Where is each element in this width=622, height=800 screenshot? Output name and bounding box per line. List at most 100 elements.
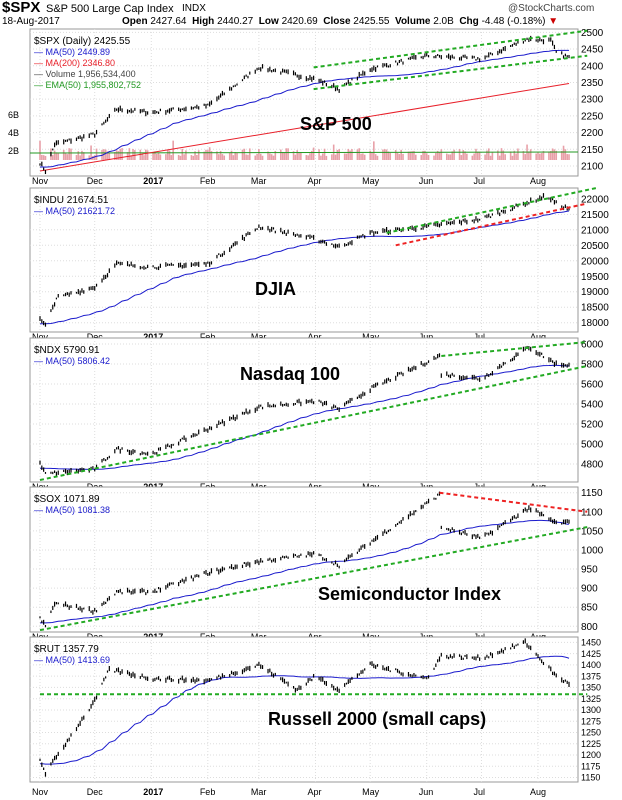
volume-bar — [192, 155, 195, 160]
y-tick-label: 2300 — [581, 95, 604, 106]
volume-bar — [373, 141, 375, 160]
x-tick-label: Aug — [530, 176, 546, 186]
volume-ema-line — [29, 151, 579, 154]
panel-title: Nasdaq 100 — [240, 364, 340, 384]
ma50-line — [39, 364, 570, 470]
volume-bar — [119, 148, 122, 160]
volume-bar — [400, 149, 402, 160]
y-tick-label: 18500 — [581, 303, 609, 314]
volume-bar — [248, 148, 251, 160]
panel-frame — [29, 187, 579, 333]
y-tick-label: 2150 — [581, 145, 604, 156]
volume-bar — [183, 154, 185, 160]
low-label: Low — [258, 16, 279, 27]
volume-bar — [424, 150, 426, 160]
legend-entry: — MA(50) 2449.89 — [34, 47, 110, 57]
index-name: S&P 500 Large Cap Index — [46, 3, 174, 15]
volume-bar — [347, 148, 350, 160]
volume-bar — [376, 155, 379, 160]
volume-bar — [486, 150, 488, 160]
x-tick-label: May — [362, 176, 380, 186]
volume-bar — [145, 149, 147, 160]
volume-bar — [159, 154, 162, 160]
volume-bar — [143, 155, 145, 160]
volume-bar — [113, 152, 116, 160]
volume-bar — [168, 150, 171, 160]
volume-bar — [497, 150, 499, 160]
volume-bar — [422, 150, 424, 160]
volume-bar — [243, 148, 246, 160]
volume-bar — [420, 155, 423, 160]
volume-bar — [385, 149, 388, 160]
volume-bar — [528, 151, 530, 160]
trendline-red — [439, 491, 588, 513]
y-tick-label: 21500 — [581, 210, 609, 221]
panel-frame — [29, 486, 579, 633]
volume-bar — [345, 153, 348, 160]
legend-entry: $INDU 21674.51 — [34, 195, 109, 206]
y-tick-label: 19000 — [581, 287, 609, 298]
volume-bar — [320, 155, 322, 160]
x-tick-label: Jul — [473, 332, 485, 342]
volume-bar — [106, 151, 109, 160]
volume-tick-label: 4B — [8, 128, 19, 138]
exchange: INDX — [182, 3, 206, 14]
volume-bar — [64, 152, 67, 160]
y-tick-label: 850 — [581, 603, 598, 614]
x-tick-label: Feb — [200, 787, 216, 797]
volume-bar — [247, 154, 249, 160]
y-tick-label: 1150 — [581, 488, 603, 499]
volume-bar — [41, 154, 43, 160]
volume-bar — [170, 155, 173, 160]
volume-bar — [449, 154, 452, 160]
x-tick-label: Mar — [251, 787, 267, 797]
volume-bar — [524, 154, 527, 160]
volume-bar — [70, 148, 72, 160]
brand-logo[interactable]: @StockCharts.com — [508, 3, 595, 14]
volume-bar — [81, 150, 83, 160]
y-tick-label: 900 — [581, 584, 598, 595]
x-tick-label: Jun — [419, 332, 434, 342]
volume-bar — [39, 140, 41, 160]
volume-bar — [236, 152, 238, 160]
volume-bar — [325, 155, 328, 160]
volume-bar — [535, 153, 537, 160]
down-arrow-icon: ▼ — [548, 16, 559, 27]
volume-bar — [44, 155, 47, 160]
x-tick-label: Dec — [87, 787, 104, 797]
y-tick-label: 1350 — [581, 683, 601, 693]
x-tick-label: 2017 — [143, 332, 163, 342]
x-tick-label: Dec — [87, 332, 104, 342]
y-tick-label: 1175 — [581, 761, 600, 771]
volume-bar — [413, 150, 415, 160]
volume-bar — [537, 152, 539, 160]
volume-bar — [219, 150, 222, 160]
volume-bar — [221, 154, 224, 160]
volume-bar — [53, 150, 56, 160]
panel-frame — [29, 337, 579, 483]
panel-title: Semiconductor Index — [318, 584, 501, 604]
x-tick-label: Apr — [307, 332, 321, 342]
y-tick-label: 1275 — [581, 716, 601, 726]
legend-entry: $RUT 1357.79 — [34, 644, 99, 655]
volume-bar — [57, 152, 60, 160]
close-value: 2425.55 — [353, 16, 390, 27]
volume-bar — [562, 145, 565, 160]
y-tick-label: 2400 — [581, 61, 604, 72]
y-tick-label: 1000 — [581, 545, 604, 556]
volume-bar — [458, 149, 461, 160]
volume-bar — [435, 152, 437, 160]
y-tick-label: 20000 — [581, 256, 609, 267]
volume-bar — [181, 148, 184, 160]
volume-bar — [566, 154, 568, 160]
legend-entry: — EMA(50) 1,955,802,752 — [34, 80, 141, 90]
volume-bar — [360, 153, 362, 160]
legend-entry: $SPX (Daily) 2425.55 — [34, 36, 131, 47]
volume-bar — [196, 154, 198, 160]
volume-bar — [258, 149, 260, 160]
volume-bar — [411, 151, 413, 160]
x-tick-label: Mar — [251, 176, 267, 186]
volume-bar — [475, 148, 477, 160]
volume-bar — [267, 151, 269, 160]
volume-bar — [307, 155, 309, 160]
